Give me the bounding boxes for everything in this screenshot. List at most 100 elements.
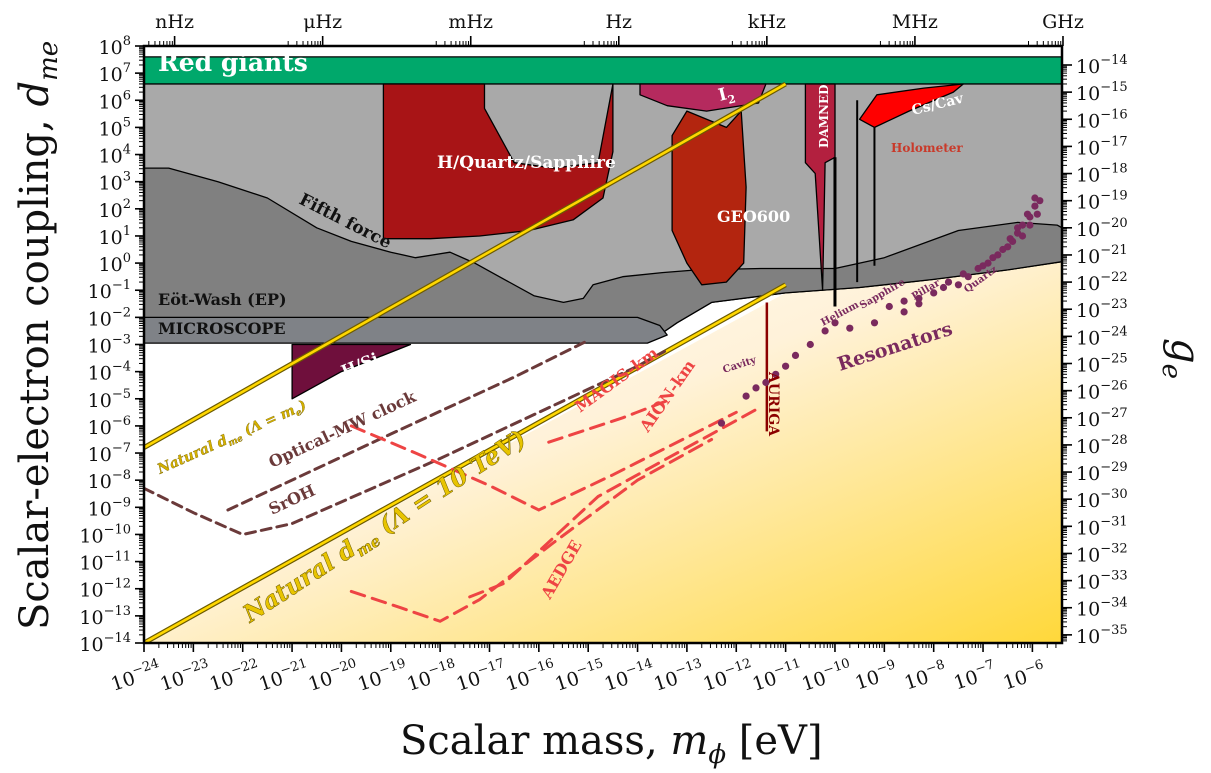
tick-exponent: −30	[1100, 487, 1127, 502]
tick-exponent: 1	[123, 224, 131, 239]
tick-exponent: −10	[821, 656, 852, 679]
tick-exponent: −6	[1023, 657, 1046, 677]
label-auriga: AURIGA	[765, 371, 781, 437]
y-tick-label: 106	[99, 88, 131, 113]
tick-base: 10	[99, 173, 123, 195]
tick-base: 10	[88, 498, 112, 520]
tick-base: 10	[79, 580, 103, 602]
y2-tick-label: 10−17	[1076, 134, 1128, 159]
y-tick-label: 105	[99, 115, 131, 140]
tick-exponent: −23	[1100, 297, 1127, 312]
tick-exponent: −13	[673, 656, 704, 679]
tick-base: 10	[1076, 110, 1100, 132]
y-tick-label: 10−4	[88, 360, 131, 385]
y2-tick-label: 10−26	[1076, 379, 1128, 404]
resonator-point-34	[1006, 235, 1014, 243]
y-tick-label: 10−3	[88, 333, 131, 358]
tick-base: 10	[99, 227, 123, 249]
tick-exponent: −31	[1100, 514, 1127, 529]
tick-base: 10	[1076, 192, 1100, 214]
tick-exponent: −18	[1100, 162, 1127, 177]
resonator-point-1	[742, 392, 750, 400]
y-axis-title: Scalar-electron coupling, dme	[12, 41, 64, 630]
tick-exponent: 2	[123, 197, 131, 212]
resonator-point-4	[772, 370, 780, 378]
tick-exponent: −4	[112, 360, 131, 375]
tick-base: 10	[99, 37, 123, 59]
y2-tick-label: 10−14	[1076, 53, 1128, 78]
x-tick-label: 10−8	[901, 657, 950, 694]
freq-tick-label: nHz	[155, 11, 194, 33]
tick-exponent: −14	[624, 656, 655, 679]
x-tick-label: 10−9	[852, 657, 901, 694]
tick-exponent: −13	[104, 604, 131, 619]
resonator-point-42	[915, 300, 923, 308]
tick-base: 10	[88, 336, 112, 358]
tick-base: 10	[1076, 626, 1100, 648]
x-tick-label: 10−19	[354, 656, 411, 696]
y2-tick-label: 10−20	[1076, 216, 1128, 241]
tick-base: 10	[99, 64, 123, 86]
tick-exponent: 7	[123, 61, 131, 76]
tick-exponent: −8	[112, 468, 131, 483]
tick-exponent: −8	[924, 657, 947, 677]
x-tick-label: 10−6	[1000, 657, 1049, 694]
y2-tick-label: 10−34	[1076, 596, 1128, 621]
resonator-point-40	[1033, 210, 1041, 218]
freq-tick-label: MHz	[892, 11, 938, 33]
bound-geo600	[671, 110, 747, 286]
tick-base: 10	[79, 525, 103, 547]
tick-exponent: −17	[476, 656, 507, 679]
tick-base: 10	[1076, 273, 1100, 295]
bounds-layer	[144, 56, 1062, 400]
natural-line-natural-d-me-m-e	[144, 82, 787, 449]
resonator-point-7	[806, 340, 814, 349]
y-tick-label: 100	[99, 251, 131, 276]
bound-h-si	[291, 343, 412, 400]
label-microscope: MICROSCOPE	[158, 319, 286, 338]
x-tick-label: 10−14	[601, 656, 658, 696]
tick-base: 10	[1076, 165, 1100, 187]
tick-exponent: −16	[525, 656, 556, 679]
y2-tick-label: 10−25	[1076, 351, 1128, 376]
resonator-point-6	[791, 351, 800, 359]
tick-exponent: −20	[1100, 216, 1127, 231]
tick-exponent: −34	[1100, 596, 1127, 611]
tick-base: 10	[88, 308, 112, 330]
resonator-point-30	[964, 273, 972, 281]
tick-exponent: 4	[123, 143, 131, 158]
freq-tick-label: mHz	[448, 11, 493, 33]
y-tick-label: 10−13	[79, 604, 131, 629]
bound-damned	[804, 83, 836, 291]
y2-axis-title: ge	[1156, 338, 1208, 379]
tick-base: 10	[88, 281, 112, 303]
tick-base: 10	[88, 444, 112, 466]
x-tick-label: 10−20	[305, 656, 362, 696]
label-hqs: H/Quartz/Sapphire	[437, 153, 616, 173]
tick-base: 10	[99, 118, 123, 140]
resonator-point-2	[752, 384, 760, 392]
x-tick-label: 10−17	[453, 656, 510, 696]
tick-exponent: −25	[1100, 351, 1127, 366]
tick-exponent: −23	[180, 656, 211, 679]
label-red-giants: Red giants	[158, 48, 308, 77]
x-tick-label: 10−16	[502, 656, 559, 696]
tick-exponent: −15	[574, 656, 605, 679]
freq-tick-label: GHz	[1042, 11, 1084, 33]
resonator-point-9	[831, 319, 839, 327]
bound-i2	[639, 83, 767, 112]
resonator-point-0	[717, 419, 726, 427]
resonator-point-14	[915, 294, 923, 302]
tick-base: 10	[99, 91, 123, 113]
tick-base: 10	[1076, 572, 1100, 594]
x-axis-title-unit: [eV]	[726, 718, 822, 764]
resonator-point-16	[939, 283, 948, 292]
tick-exponent: −19	[377, 656, 408, 679]
y2-tick-label: 10−15	[1076, 80, 1128, 105]
tick-exponent: −6	[112, 414, 131, 429]
tick-base: 10	[1076, 490, 1100, 512]
tick-base: 10	[1076, 436, 1100, 458]
x-tick-label: 10−24	[107, 656, 164, 696]
tick-base: 10	[79, 553, 103, 575]
tick-base: 10	[1076, 517, 1100, 539]
